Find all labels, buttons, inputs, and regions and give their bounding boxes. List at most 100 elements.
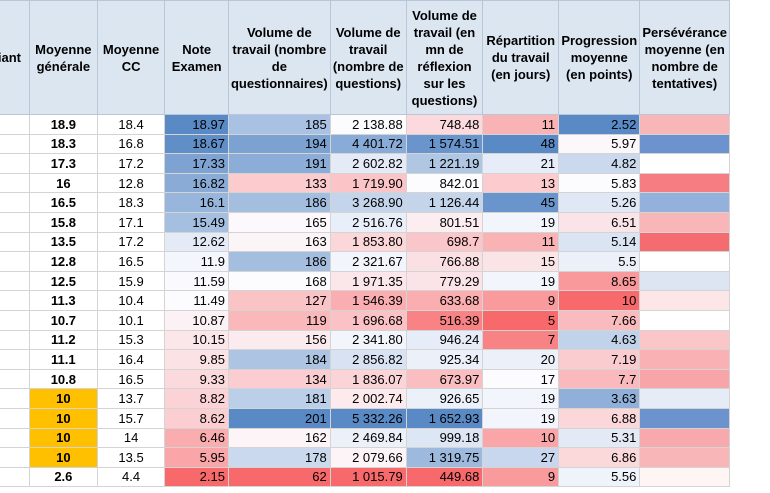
cc-average-cell[interactable]: 12.8: [96, 172, 166, 194]
table-row[interactable]: 11.1 16.4 9.85 184 2 856.82 925.34 20 7.19: [0, 349, 730, 370]
cc-average-cell[interactable]: 17.2: [96, 231, 166, 253]
exam-grade-cell[interactable]: 8.82: [164, 388, 229, 409]
question-count-cell[interactable]: 2 602.82: [329, 153, 407, 174]
work-days-cell[interactable]: 5: [482, 309, 560, 331]
cc-average-cell[interactable]: 16.5: [96, 368, 166, 390]
questionnaire-count-cell[interactable]: 184: [227, 349, 331, 370]
reflection-minutes-cell[interactable]: 1 319.75: [405, 447, 484, 468]
student-name-cell[interactable]: [0, 231, 30, 253]
question-count-cell[interactable]: 2 079.66: [329, 447, 407, 468]
header-exam-grade[interactable]: Note Examen: [164, 0, 229, 115]
table-row[interactable]: 10.8 16.5 9.33 134 1 836.07 673.97 17 7.7: [0, 368, 730, 390]
table-row[interactable]: 10.7 10.1 10.87 119 1 696.68 516.39 5 7.66: [0, 309, 730, 331]
reflection-minutes-cell[interactable]: 842.01: [405, 172, 484, 194]
cc-average-cell[interactable]: 14: [96, 427, 166, 449]
perseverance-cell[interactable]: [639, 251, 730, 272]
perseverance-cell[interactable]: [639, 270, 730, 292]
work-days-cell[interactable]: 19: [482, 388, 560, 409]
work-days-cell[interactable]: 11: [482, 114, 560, 135]
questionnaire-count-cell[interactable]: 178: [227, 447, 331, 468]
table-row[interactable]: 18.9 18.4 18.97 185 2 138.88 748.48 11 2.52: [0, 114, 730, 135]
cc-average-cell[interactable]: 17.2: [96, 153, 166, 174]
student-name-cell[interactable]: [0, 270, 30, 292]
reflection-minutes-cell[interactable]: 633.68: [405, 290, 484, 311]
overall-average-cell[interactable]: 17.3: [28, 153, 98, 174]
perseverance-cell[interactable]: [639, 466, 730, 488]
work-days-cell[interactable]: 9: [482, 466, 560, 488]
table-row[interactable]: 12.5 15.9 11.59 168 1 971.35 779.29 19 8.65: [0, 270, 730, 292]
table-row[interactable]: 10 14 6.46 162 2 469.84 999.18 10 5.31: [0, 427, 730, 449]
question-count-cell[interactable]: 2 138.88: [329, 114, 407, 135]
exam-grade-cell[interactable]: 16.1: [164, 192, 229, 213]
question-count-cell[interactable]: 2 516.76: [329, 211, 407, 233]
cc-average-cell[interactable]: 15.9: [96, 270, 166, 292]
overall-average-cell[interactable]: 18.3: [28, 133, 98, 155]
progression-cell[interactable]: 7.66: [558, 309, 641, 331]
reflection-minutes-cell[interactable]: 673.97: [405, 368, 484, 390]
progression-cell[interactable]: 4.63: [558, 329, 641, 351]
progression-cell[interactable]: 3.63: [558, 388, 641, 409]
student-name-cell[interactable]: [0, 211, 30, 233]
table-row[interactable]: 12.8 16.5 11.9 186 2 321.67 766.88 15 5.5: [0, 251, 730, 272]
questionnaire-count-cell[interactable]: 133: [227, 172, 331, 194]
cc-average-cell[interactable]: 13.5: [96, 447, 166, 468]
perseverance-cell[interactable]: [639, 388, 730, 409]
reflection-minutes-cell[interactable]: 925.34: [405, 349, 484, 370]
question-count-cell[interactable]: 1 719.90: [329, 172, 407, 194]
table-row[interactable]: 10 13.5 5.95 178 2 079.66 1 319.75 27 6.86: [0, 447, 730, 468]
question-count-cell[interactable]: 1 696.68: [329, 309, 407, 331]
questionnaire-count-cell[interactable]: 186: [227, 251, 331, 272]
progression-cell[interactable]: 5.56: [558, 466, 641, 488]
student-name-cell[interactable]: [0, 407, 30, 429]
exam-grade-cell[interactable]: 8.62: [164, 407, 229, 429]
work-days-cell[interactable]: 20: [482, 349, 560, 370]
exam-grade-cell[interactable]: 11.49: [164, 290, 229, 311]
reflection-minutes-cell[interactable]: 779.29: [405, 270, 484, 292]
reflection-minutes-cell[interactable]: 1 574.51: [405, 133, 484, 155]
exam-grade-cell[interactable]: 16.82: [164, 172, 229, 194]
questionnaire-count-cell[interactable]: 119: [227, 309, 331, 331]
progression-cell[interactable]: 5.97: [558, 133, 641, 155]
question-count-cell[interactable]: 1 971.35: [329, 270, 407, 292]
perseverance-cell[interactable]: [639, 153, 730, 174]
table-row[interactable]: 2.6 4.4 2.15 62 1 015.79 449.68 9 5.56: [0, 466, 730, 488]
questionnaire-count-cell[interactable]: 156: [227, 329, 331, 351]
cc-average-cell[interactable]: 10.4: [96, 290, 166, 311]
cc-average-cell[interactable]: 15.7: [96, 407, 166, 429]
reflection-minutes-cell[interactable]: 698.7: [405, 231, 484, 253]
student-name-cell[interactable]: [0, 192, 30, 213]
progression-cell[interactable]: 2.52: [558, 114, 641, 135]
perseverance-cell[interactable]: [639, 447, 730, 468]
questionnaire-count-cell[interactable]: 181: [227, 388, 331, 409]
work-days-cell[interactable]: 21: [482, 153, 560, 174]
progression-cell[interactable]: 6.86: [558, 447, 641, 468]
student-name-cell[interactable]: [0, 172, 30, 194]
exam-grade-cell[interactable]: 11.9: [164, 251, 229, 272]
overall-average-cell[interactable]: 10.7: [28, 309, 98, 331]
header-questionnaire-count[interactable]: Volume de travail (nombre de questionnai…: [227, 0, 331, 115]
header-work-distribution-days[interactable]: Répartition du travail (en jours): [482, 0, 560, 115]
exam-grade-cell[interactable]: 2.15: [164, 466, 229, 488]
work-days-cell[interactable]: 19: [482, 407, 560, 429]
work-days-cell[interactable]: 19: [482, 270, 560, 292]
question-count-cell[interactable]: 2 321.67: [329, 251, 407, 272]
exam-grade-cell[interactable]: 12.62: [164, 231, 229, 253]
cc-average-cell[interactable]: 16.5: [96, 251, 166, 272]
questionnaire-count-cell[interactable]: 186: [227, 192, 331, 213]
header-question-count[interactable]: Volume de travail (nombre de questions): [329, 0, 407, 115]
student-name-cell[interactable]: [0, 466, 30, 488]
question-count-cell[interactable]: 1 836.07: [329, 368, 407, 390]
overall-average-cell[interactable]: 10: [28, 447, 98, 468]
progression-cell[interactable]: 10: [558, 290, 641, 311]
cc-average-cell[interactable]: 4.4: [96, 466, 166, 488]
perseverance-cell[interactable]: [639, 114, 730, 135]
questionnaire-count-cell[interactable]: 194: [227, 133, 331, 155]
perseverance-cell[interactable]: [639, 231, 730, 253]
progression-cell[interactable]: 8.65: [558, 270, 641, 292]
table-row[interactable]: 16.5 18.3 16.1 186 3 268.90 1 126.44 45 5.26: [0, 192, 730, 213]
overall-average-cell[interactable]: 16.5: [28, 192, 98, 213]
perseverance-cell[interactable]: [639, 172, 730, 194]
student-name-cell[interactable]: [0, 329, 30, 351]
progression-cell[interactable]: 5.5: [558, 251, 641, 272]
student-name-cell[interactable]: [0, 251, 30, 272]
